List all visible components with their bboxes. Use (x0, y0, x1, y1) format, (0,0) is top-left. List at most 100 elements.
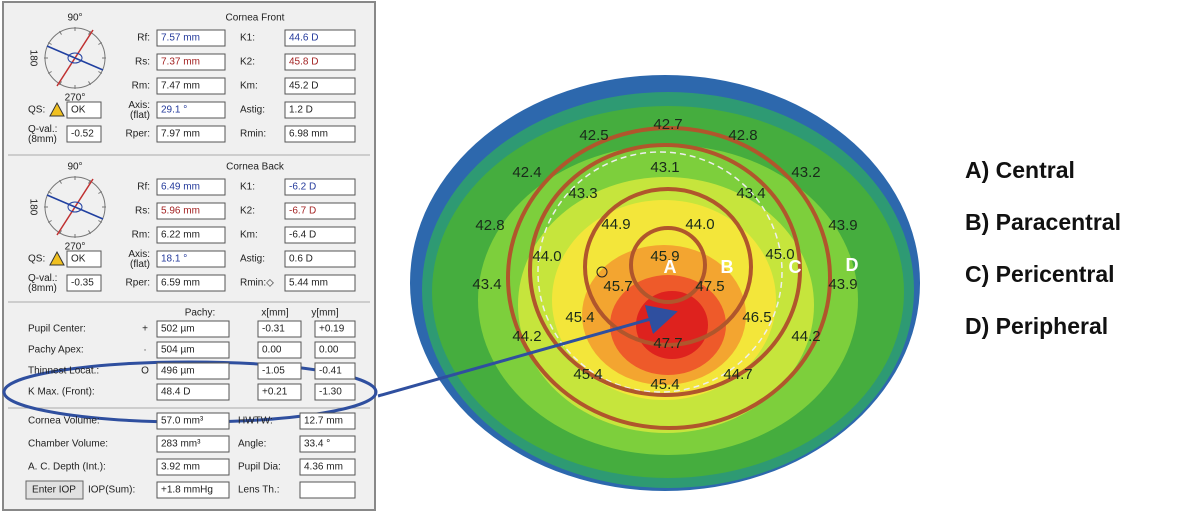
arrow (377, 305, 678, 398)
y-value-box (314, 383, 356, 401)
field-value-box (299, 435, 356, 453)
field-label: QS: (28, 254, 45, 265)
map-value: 47.5 (695, 278, 724, 295)
button-label[interactable]: Enter IOP (32, 485, 76, 496)
field-label: Km: (240, 81, 258, 92)
section-title: Cornea Back (226, 162, 285, 173)
row-label: A. C. Depth (Int.): (28, 462, 106, 473)
field-label: K2: (240, 206, 255, 217)
field-label: K2: (240, 57, 255, 68)
dial-tick (59, 81, 62, 86)
dial-tick (47, 191, 52, 194)
field-value-box (284, 226, 356, 244)
section-title: Cornea Front (226, 13, 285, 24)
map-value: 44.9 (601, 216, 630, 233)
legend-item: C) Pericentral (965, 261, 1115, 287)
field-value: 7.37 mm (161, 57, 200, 68)
field-value: 1.2 D (289, 105, 313, 116)
map-value: 44.2 (512, 328, 541, 345)
pachy-value: 502 µm (161, 324, 195, 335)
field-value: 44.6 D (289, 33, 318, 44)
map-value: 43.3 (568, 185, 597, 202)
field-value: 12.7 mm (304, 416, 343, 427)
x-value: -1.05 (262, 366, 285, 377)
field-value: 6.98 mm (289, 129, 328, 140)
pachy-value: 48.4 D (161, 387, 190, 398)
dial-label: 180 (27, 50, 38, 67)
field-value: 45.8 D (289, 57, 318, 68)
zone-label: D (846, 255, 859, 275)
dial-tick (88, 30, 91, 35)
field-label: Rs: (135, 57, 150, 68)
map-value: 42.8 (728, 127, 757, 144)
map-value: 45.0 (765, 246, 794, 263)
field-value: 29.1 ° (161, 105, 187, 116)
field-value-box (156, 202, 226, 220)
y-value: 0.00 (319, 345, 339, 356)
dial-tick (88, 179, 91, 184)
row-symbol: · (143, 345, 146, 356)
field-value-box (156, 250, 226, 268)
field-label: Rmin: (240, 129, 266, 140)
field-value-box (284, 178, 356, 196)
y-value: -1.30 (319, 387, 342, 398)
map-value: 42.4 (512, 164, 541, 181)
field-label: QS: (28, 105, 45, 116)
field-label: Rm: (132, 81, 150, 92)
field-label: Rf: (137, 182, 150, 193)
field-label: K1: (240, 182, 255, 193)
dial-tick (98, 220, 103, 223)
legend-item: B) Paracentral (965, 209, 1121, 235)
column-header: Pachy: (185, 308, 216, 319)
row-label: HWTW: (238, 416, 273, 427)
topography-map: 42.5 42.7 42.8 42.4 43.1 43.2 43.3 43.4 42.8 44.9… (410, 75, 920, 491)
pachy-value-box (156, 320, 230, 338)
row-label: Pupil Dia: (238, 462, 281, 473)
field-value: -0.52 (71, 129, 94, 140)
map-value: 42.5 (579, 127, 608, 144)
y-value-box (314, 341, 356, 359)
map-value: 44.0 (685, 216, 714, 233)
field-value-box (66, 125, 102, 143)
field-value-box (66, 101, 102, 119)
field-label: Axis: (flat) (128, 249, 150, 270)
field-value-box (284, 77, 356, 95)
field-value-box (284, 274, 356, 292)
dial-tick (98, 42, 103, 45)
field-value-box (156, 412, 230, 430)
field-value-box (156, 101, 226, 119)
dial-tick (59, 30, 62, 35)
dial-label: 180 (27, 199, 38, 216)
field-value-box (66, 250, 102, 268)
field-label: Rm: (132, 230, 150, 241)
row-label: Lens Th.: (238, 485, 280, 496)
field-value: 6.49 mm (161, 182, 200, 193)
field-value: -6.7 D (289, 206, 316, 217)
x-value-box (257, 362, 302, 380)
field-value: OK (71, 105, 86, 116)
field-label: Km: (240, 230, 258, 241)
field-value-box (284, 250, 356, 268)
dial-tick (88, 230, 91, 235)
field-value-box (299, 481, 356, 499)
dial-label: 270° (65, 242, 86, 253)
x-value-box (257, 383, 302, 401)
field-value: 45.2 D (289, 81, 318, 92)
legend-item: A) Central (965, 157, 1075, 183)
dial-tick (47, 71, 52, 74)
row-label: K Max. (Front): (28, 387, 95, 398)
field-value: 283 mm³ (161, 439, 201, 450)
field-label: Rmin:◇ (240, 278, 274, 289)
map-value: 43.1 (650, 159, 679, 176)
button[interactable] (25, 480, 84, 500)
map-value: 45.9 (650, 248, 679, 265)
field-label: Q-val.: (8mm) (28, 124, 57, 145)
map-value: 43.2 (791, 164, 820, 181)
row-label: Thinnest Locat.: (28, 366, 99, 377)
x-value: +0.21 (262, 387, 288, 398)
map-value: 42.8 (475, 217, 504, 234)
warning-icon (49, 250, 65, 266)
y-value: +0.19 (319, 324, 345, 335)
x-value: 0.00 (262, 345, 282, 356)
